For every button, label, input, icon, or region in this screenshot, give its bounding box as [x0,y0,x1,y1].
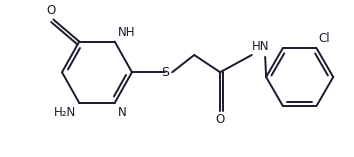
Text: HN: HN [252,40,269,53]
Text: O: O [47,4,56,17]
Text: N: N [118,106,126,119]
Text: Cl: Cl [318,32,330,45]
Text: S: S [161,66,170,79]
Text: O: O [216,114,225,126]
Text: NH: NH [118,26,135,39]
Text: H₂N: H₂N [54,106,76,119]
